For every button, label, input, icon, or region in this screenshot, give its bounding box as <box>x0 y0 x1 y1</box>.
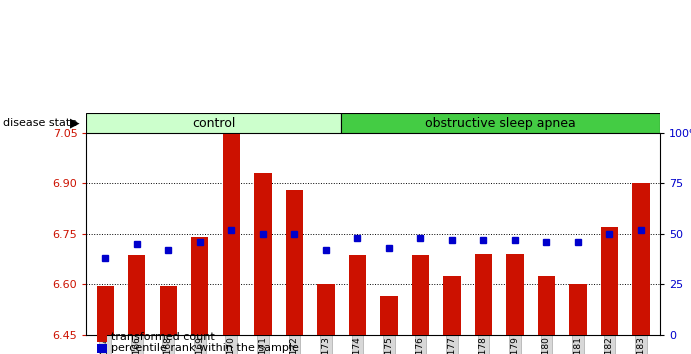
Text: ▶: ▶ <box>70 117 79 130</box>
Bar <box>254 173 272 335</box>
Bar <box>349 256 366 335</box>
Text: control: control <box>192 116 236 130</box>
Text: percentile rank within the sample: percentile rank within the sample <box>111 343 299 353</box>
Title: GDS4857 / 8144440: GDS4857 / 8144440 <box>257 116 397 130</box>
Bar <box>507 254 524 335</box>
Bar <box>86 113 341 133</box>
Bar <box>569 284 587 335</box>
Bar <box>191 237 209 335</box>
Bar <box>317 284 334 335</box>
Bar <box>160 286 177 335</box>
Bar <box>97 286 114 335</box>
Text: transformed count: transformed count <box>111 332 214 342</box>
Bar <box>600 227 618 335</box>
Bar <box>380 296 397 335</box>
Bar <box>223 135 240 335</box>
Bar <box>341 113 660 133</box>
Text: obstructive sleep apnea: obstructive sleep apnea <box>425 116 576 130</box>
Bar <box>475 254 492 335</box>
Bar <box>412 256 429 335</box>
Text: disease state: disease state <box>3 118 77 128</box>
Bar <box>632 183 650 335</box>
Bar <box>443 276 461 335</box>
Bar <box>285 190 303 335</box>
Bar <box>128 256 146 335</box>
Bar <box>538 276 555 335</box>
